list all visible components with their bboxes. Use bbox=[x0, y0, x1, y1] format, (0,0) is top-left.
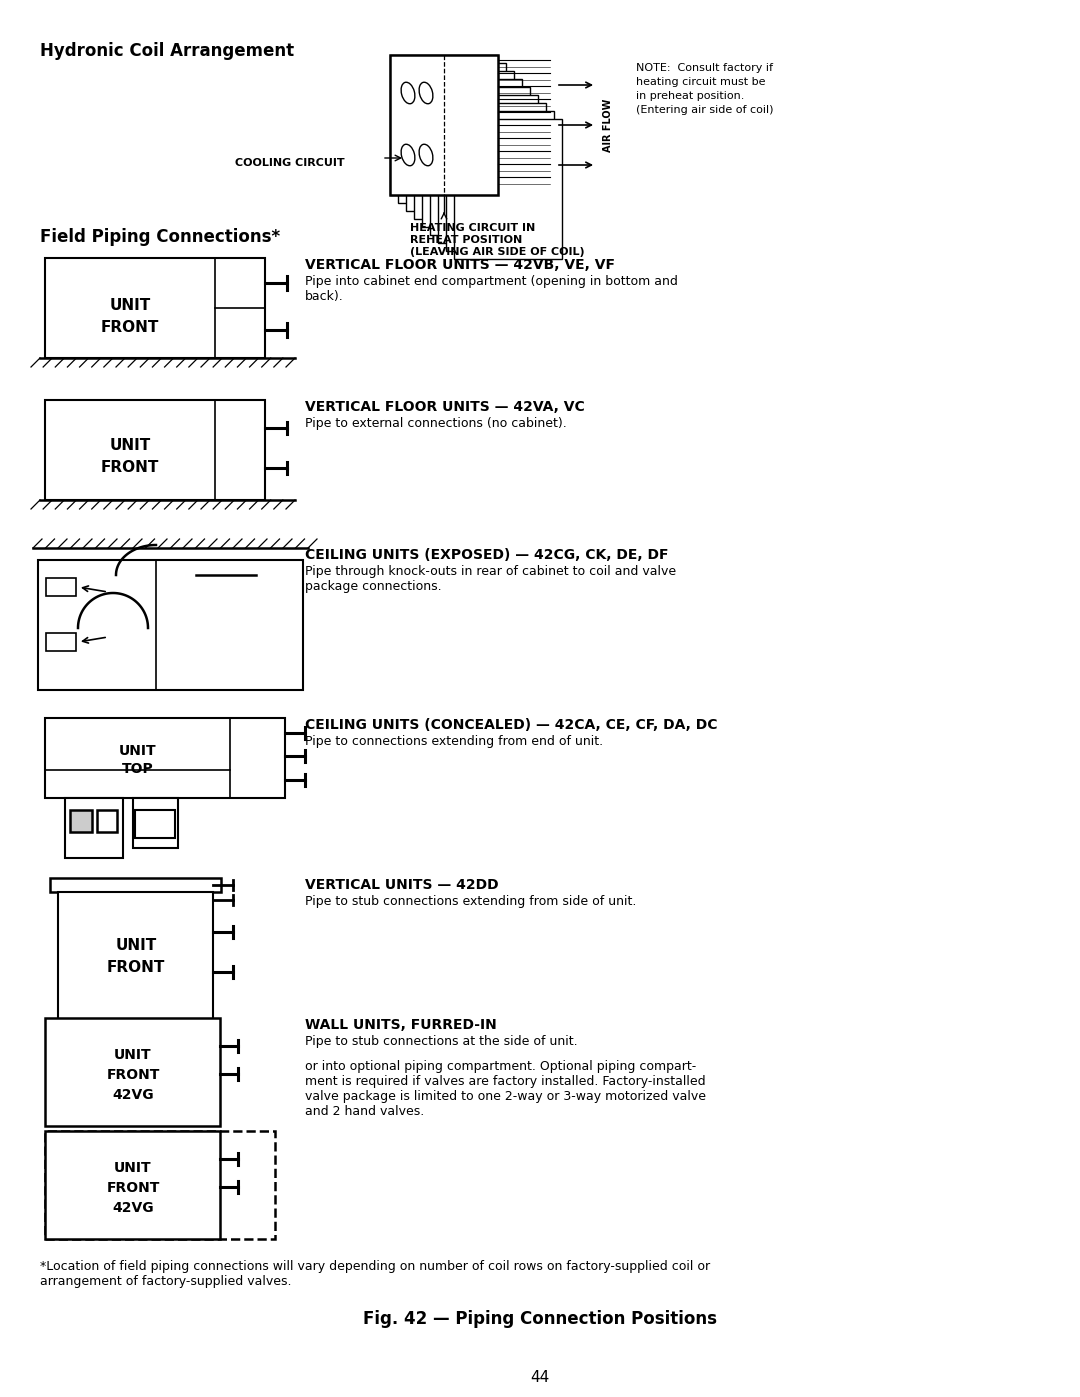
Text: and 2 hand valves.: and 2 hand valves. bbox=[305, 1105, 424, 1118]
Bar bbox=[45, 258, 265, 358]
Ellipse shape bbox=[419, 82, 433, 103]
Bar bbox=[135, 810, 175, 838]
Bar bbox=[58, 893, 213, 1023]
Bar bbox=[70, 810, 92, 833]
Text: *Location of field piping connections will vary depending on number of coil rows: *Location of field piping connections wi… bbox=[40, 1260, 711, 1273]
Text: CEILING UNITS (EXPOSED) — 42CG, CK, DE, DF: CEILING UNITS (EXPOSED) — 42CG, CK, DE, … bbox=[305, 548, 669, 562]
Text: Pipe into cabinet end compartment (opening in bottom and: Pipe into cabinet end compartment (openi… bbox=[305, 275, 678, 288]
Text: FRONT: FRONT bbox=[100, 460, 159, 475]
Text: VERTICAL UNITS — 42DD: VERTICAL UNITS — 42DD bbox=[305, 877, 499, 893]
Text: Pipe to stub connections extending from side of unit.: Pipe to stub connections extending from … bbox=[305, 895, 636, 908]
Text: Fig. 42 — Piping Connection Positions: Fig. 42 — Piping Connection Positions bbox=[363, 1310, 717, 1329]
Text: CEILING UNITS (CONCEALED) — 42CA, CE, CF, DA, DC: CEILING UNITS (CONCEALED) — 42CA, CE, CF… bbox=[305, 718, 717, 732]
Text: FRONT: FRONT bbox=[100, 320, 159, 335]
Bar bbox=[446, 110, 554, 251]
Text: UNIT: UNIT bbox=[116, 937, 157, 953]
Bar bbox=[45, 1018, 220, 1126]
Text: Pipe to external connections (no cabinet).: Pipe to external connections (no cabinet… bbox=[305, 416, 567, 430]
Bar bbox=[414, 80, 522, 219]
Text: TOP: TOP bbox=[122, 761, 153, 775]
Text: HEATING CIRCUIT IN: HEATING CIRCUIT IN bbox=[410, 224, 536, 233]
Text: Hydronic Coil Arrangement: Hydronic Coil Arrangement bbox=[40, 42, 294, 60]
Text: Pipe through knock-outs in rear of cabinet to coil and valve: Pipe through knock-outs in rear of cabin… bbox=[305, 564, 676, 578]
Bar bbox=[430, 95, 538, 235]
Text: in preheat position.: in preheat position. bbox=[636, 91, 744, 101]
Bar bbox=[399, 63, 507, 203]
Text: ment is required if valves are factory installed. Factory-installed: ment is required if valves are factory i… bbox=[305, 1076, 705, 1088]
Text: WALL UNITS, FURRED-IN: WALL UNITS, FURRED-IN bbox=[305, 1018, 497, 1032]
Text: 44: 44 bbox=[530, 1370, 550, 1384]
Bar bbox=[46, 633, 76, 651]
Bar bbox=[438, 103, 546, 243]
Text: 42VG: 42VG bbox=[112, 1088, 153, 1102]
Ellipse shape bbox=[401, 82, 415, 103]
Bar bbox=[390, 54, 498, 196]
Text: UNIT: UNIT bbox=[114, 1161, 152, 1175]
Text: UNIT: UNIT bbox=[119, 745, 157, 759]
Bar bbox=[406, 71, 514, 211]
Bar bbox=[50, 877, 221, 893]
Bar bbox=[97, 810, 117, 833]
Text: VERTICAL FLOOR UNITS — 42VA, VC: VERTICAL FLOOR UNITS — 42VA, VC bbox=[305, 400, 584, 414]
Text: 42VG: 42VG bbox=[112, 1201, 153, 1215]
Bar bbox=[133, 798, 178, 848]
Ellipse shape bbox=[419, 144, 433, 166]
Bar bbox=[46, 578, 76, 597]
Text: or into optional piping compartment. Optional piping compart-: or into optional piping compartment. Opt… bbox=[305, 1060, 697, 1073]
Text: valve package is limited to one 2-way or 3-way motorized valve: valve package is limited to one 2-way or… bbox=[305, 1090, 706, 1104]
Text: COOLING CIRCUIT: COOLING CIRCUIT bbox=[235, 158, 345, 168]
Text: heating circuit must be: heating circuit must be bbox=[636, 77, 766, 87]
Text: package connections.: package connections. bbox=[305, 580, 442, 592]
Text: AIR FLOW: AIR FLOW bbox=[603, 98, 613, 152]
Text: NOTE:  Consult factory if: NOTE: Consult factory if bbox=[636, 63, 773, 73]
Bar bbox=[45, 400, 265, 500]
Text: FRONT: FRONT bbox=[106, 1067, 160, 1083]
Ellipse shape bbox=[401, 144, 415, 166]
Text: FRONT: FRONT bbox=[107, 960, 165, 975]
Bar bbox=[38, 560, 303, 690]
Text: (Entering air side of coil): (Entering air side of coil) bbox=[636, 105, 773, 115]
Text: UNIT: UNIT bbox=[109, 439, 150, 453]
Bar bbox=[45, 718, 285, 798]
Text: arrangement of factory-supplied valves.: arrangement of factory-supplied valves. bbox=[40, 1275, 292, 1288]
Text: UNIT: UNIT bbox=[114, 1048, 152, 1062]
Text: Pipe to connections extending from end of unit.: Pipe to connections extending from end o… bbox=[305, 735, 603, 747]
Text: Field Piping Connections*: Field Piping Connections* bbox=[40, 228, 280, 246]
Text: REHEAT POSITION: REHEAT POSITION bbox=[410, 235, 523, 244]
Bar bbox=[45, 1132, 220, 1239]
Text: FRONT: FRONT bbox=[106, 1180, 160, 1194]
Bar bbox=[422, 87, 530, 226]
Bar bbox=[454, 119, 562, 258]
Text: back).: back). bbox=[305, 291, 343, 303]
Bar bbox=[45, 1132, 275, 1239]
Bar bbox=[65, 798, 123, 858]
Bar bbox=[390, 54, 498, 196]
Text: (LEAVING AIR SIDE OF COIL): (LEAVING AIR SIDE OF COIL) bbox=[410, 247, 584, 257]
Text: Pipe to stub connections at the side of unit.: Pipe to stub connections at the side of … bbox=[305, 1035, 578, 1048]
Text: UNIT: UNIT bbox=[109, 298, 150, 313]
Text: VERTICAL FLOOR UNITS — 42VB, VE, VF: VERTICAL FLOOR UNITS — 42VB, VE, VF bbox=[305, 258, 615, 272]
